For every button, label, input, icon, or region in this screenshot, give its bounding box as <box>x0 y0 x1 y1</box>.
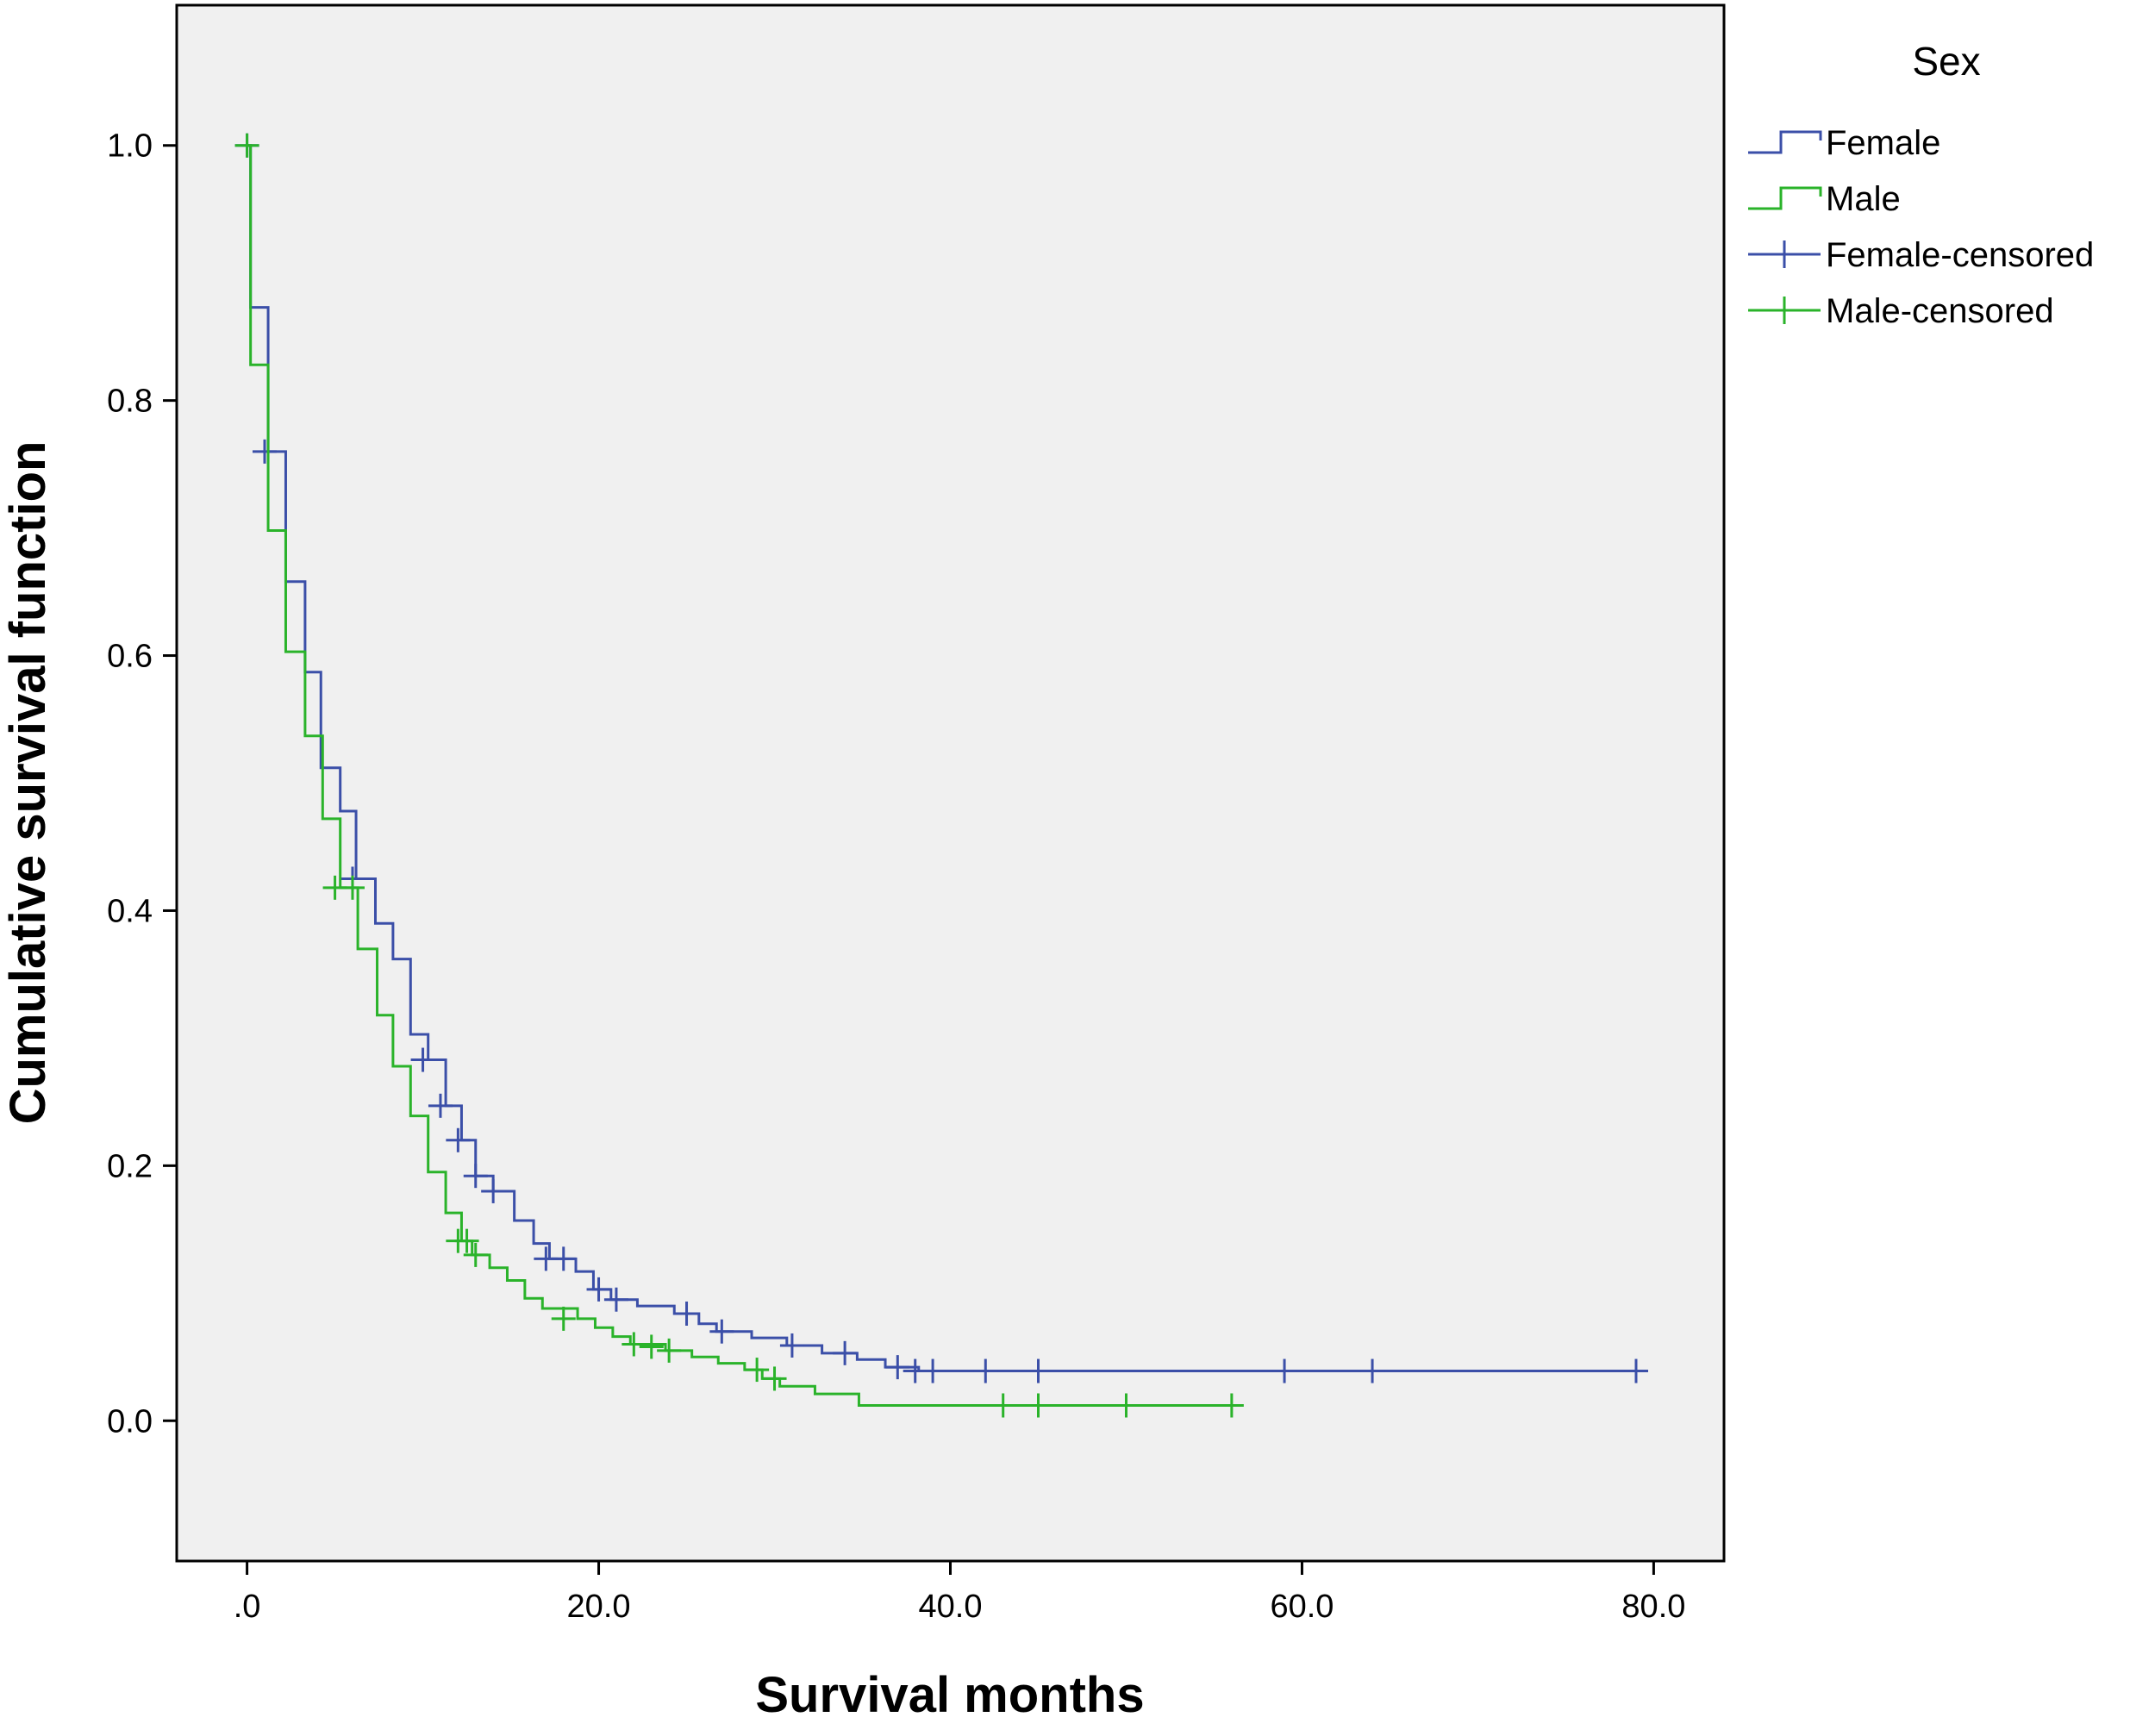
y-tick-label: 1.0 <box>107 128 153 165</box>
male-censor-mark <box>762 1366 787 1391</box>
female-censor-mark <box>833 1340 858 1365</box>
male-censor-mark <box>1026 1393 1051 1418</box>
legend-label-female: Female <box>1826 124 1940 162</box>
female-survival-curve <box>247 144 1637 1373</box>
x-axis-title: Survival months <box>755 1667 1144 1723</box>
legend: Female Male Female-censored Male-censored <box>1748 124 2094 330</box>
male-censor-mark <box>639 1334 664 1359</box>
legend-swatch-male <box>1748 186 1822 210</box>
male-survival-curve <box>247 144 1232 1407</box>
female-censor-mark <box>551 1246 576 1271</box>
female-censor-mark <box>674 1301 699 1326</box>
female-censor-mark <box>481 1178 506 1203</box>
female-censor-mark <box>973 1358 998 1383</box>
male-censor-mark <box>990 1393 1015 1418</box>
female-censor-mark <box>428 1093 453 1118</box>
male-censor-mark <box>234 133 259 158</box>
male-censor-mark <box>551 1306 576 1331</box>
x-axis-ticks: .0 20.0 40.0 60.0 80.0 <box>234 1561 1685 1625</box>
x-tick-label: 40.0 <box>919 1589 983 1625</box>
male-censor-mark <box>1114 1393 1139 1418</box>
female-censor-mark <box>410 1047 435 1072</box>
male-censor-mark <box>1219 1393 1244 1418</box>
x-tick-label: .0 <box>234 1589 261 1625</box>
y-tick-label: 0.4 <box>107 893 153 929</box>
female-censor-mark <box>586 1277 611 1302</box>
male-censor-mark <box>745 1358 770 1383</box>
female-censor-mark <box>603 1287 628 1312</box>
y-tick-label: 0.6 <box>107 639 153 675</box>
x-tick-label: 80.0 <box>1621 1589 1685 1625</box>
y-tick-label: 0.2 <box>107 1148 153 1184</box>
female-censor-mark <box>1272 1358 1297 1383</box>
female-censor-mark <box>1360 1358 1385 1383</box>
y-tick-label: 0.0 <box>107 1403 153 1439</box>
male-censor-mark <box>454 1228 479 1253</box>
female-censor-mark <box>1624 1358 1649 1383</box>
female-censor-mark <box>709 1319 734 1344</box>
y-axis-ticks: 0.0 0.2 0.4 0.6 0.8 1.0 <box>107 128 177 1439</box>
x-tick-label: 20.0 <box>567 1589 631 1625</box>
series-layer <box>234 133 1649 1418</box>
legend-swatch-female-censored <box>1748 240 1821 268</box>
plot-area <box>175 3 1726 1563</box>
female-censor-mark <box>779 1333 804 1358</box>
legend-label-female-censored: Female-censored <box>1826 236 2094 274</box>
female-censor-mark <box>885 1355 910 1380</box>
female-censor-mark <box>921 1358 946 1383</box>
legend-swatch-female <box>1748 130 1822 154</box>
legend-label-male-censored: Male-censored <box>1826 292 2054 330</box>
y-tick-label: 0.8 <box>107 384 153 420</box>
female-censor-mark <box>446 1127 471 1152</box>
female-censor-mark <box>1026 1358 1051 1383</box>
male-censor-mark <box>463 1242 488 1267</box>
legend-swatch-male-censored <box>1748 297 1821 324</box>
female-censor-mark <box>463 1164 488 1189</box>
y-axis-title: Cumulative survival function <box>0 441 56 1125</box>
legend-title: Sex <box>1912 39 1980 84</box>
male-censor-mark <box>340 875 365 900</box>
male-censor-mark <box>657 1338 682 1363</box>
male-censor-mark <box>622 1332 646 1357</box>
legend-label-male: Male <box>1826 180 1901 218</box>
x-tick-label: 60.0 <box>1270 1589 1334 1625</box>
female-censor-mark <box>252 439 277 464</box>
